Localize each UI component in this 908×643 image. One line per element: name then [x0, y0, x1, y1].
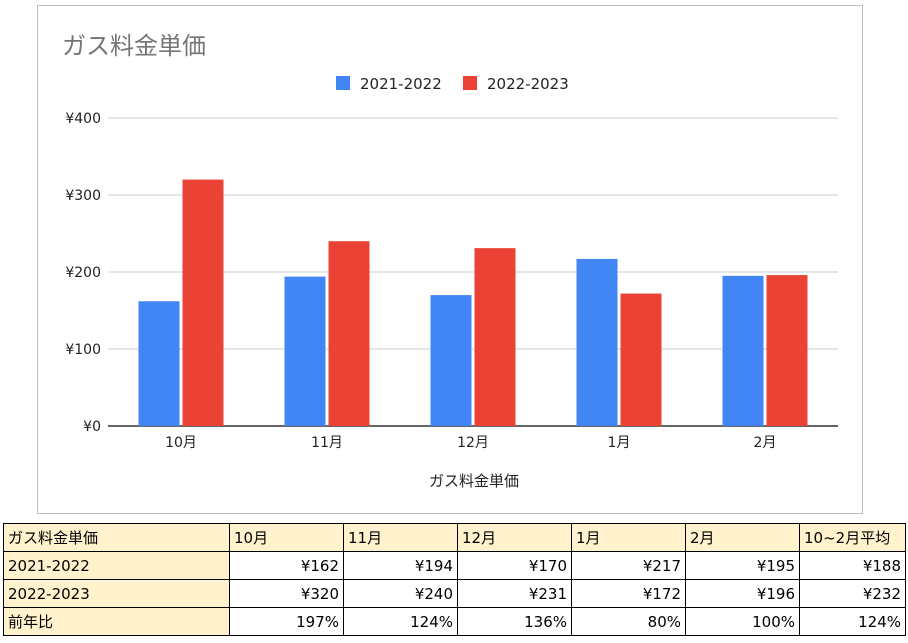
- table-header-cell: 12月: [457, 523, 572, 552]
- x-axis-title: ガス料金単価: [429, 472, 519, 490]
- table-cell: ¥195: [685, 551, 800, 580]
- y-tick-label: ¥400: [65, 111, 101, 127]
- gridlines: [108, 117, 838, 427]
- chart-legend: 2021-2022 2022-2023: [336, 75, 569, 93]
- table-row: 前年比 197% 124% 136% 80% 100% 124%: [3, 607, 906, 636]
- bar-series-1: [284, 276, 326, 426]
- bar-chart: ガス料金単価 2021-2022 2022-2023 ¥0 ¥100 ¥200 ¥30…: [62, 32, 838, 490]
- table-cell: ¥162: [229, 551, 344, 580]
- row-label: 前年比: [3, 607, 230, 636]
- bar-series-2: [182, 179, 224, 426]
- data-table: ガス料金単価 10月 11月 12月 1月 2月 10~2月平均 2021-20…: [3, 523, 906, 636]
- table-cell: ¥320: [229, 579, 344, 608]
- table-header-cell: ガス料金単価: [3, 523, 230, 552]
- table-cell: ¥194: [343, 551, 458, 580]
- bars: [138, 179, 808, 426]
- table-cell: ¥170: [457, 551, 572, 580]
- bar-series-1: [430, 295, 472, 426]
- legend-swatch-series-1: [336, 76, 350, 90]
- x-tick-label: 10月: [165, 435, 197, 451]
- table-header-cell: 1月: [571, 523, 686, 552]
- table-cell: 136%: [457, 607, 572, 636]
- table-cell: ¥231: [457, 579, 572, 608]
- x-tick-label: 11月: [311, 435, 343, 451]
- table-header-cell: 10月: [229, 523, 344, 552]
- bar-series-2: [766, 275, 808, 426]
- chart-container: ガス料金単価 2021-2022 2022-2023 ¥0 ¥100 ¥200 ¥30…: [37, 5, 863, 514]
- table-cell: ¥172: [571, 579, 686, 608]
- bar-series-2: [620, 293, 662, 426]
- bar-series-2: [474, 248, 516, 426]
- table-cell: ¥232: [799, 579, 906, 608]
- table-cell: 80%: [571, 607, 686, 636]
- table-cell: ¥217: [571, 551, 686, 580]
- chart-title: ガス料金単価: [62, 32, 206, 60]
- bar-series-2: [328, 241, 370, 426]
- table-header-cell: 2月: [685, 523, 800, 552]
- y-tick-label: ¥300: [65, 188, 101, 204]
- row-label: 2022-2023: [3, 579, 230, 608]
- legend-label-series-1: 2021-2022: [360, 75, 442, 93]
- table-cell: ¥196: [685, 579, 800, 608]
- y-tick-label: ¥100: [65, 342, 101, 358]
- y-axis-ticks: ¥0 ¥100 ¥200 ¥300 ¥400: [65, 111, 101, 435]
- x-tick-label: 2月: [754, 435, 777, 451]
- y-tick-label: ¥0: [83, 419, 101, 435]
- table-cell: 100%: [685, 607, 800, 636]
- table-cell: 124%: [799, 607, 906, 636]
- table-header-cell: 10~2月平均: [799, 523, 906, 552]
- bar-series-1: [576, 258, 618, 426]
- table-cell: ¥240: [343, 579, 458, 608]
- bar-series-1: [722, 275, 764, 426]
- legend-label-series-2: 2022-2023: [487, 75, 569, 93]
- legend-swatch-series-2: [463, 76, 477, 90]
- table-cell: ¥188: [799, 551, 906, 580]
- table-header-cell: 11月: [343, 523, 458, 552]
- table-row: 2022-2023 ¥320 ¥240 ¥231 ¥172 ¥196 ¥232: [3, 579, 906, 608]
- x-tick-label: 12月: [457, 435, 489, 451]
- table-row: 2021-2022 ¥162 ¥194 ¥170 ¥217 ¥195 ¥188: [3, 551, 906, 580]
- y-tick-label: ¥200: [65, 265, 101, 281]
- x-axis-ticks: 10月 11月 12月 1月 2月: [165, 435, 776, 451]
- table-header-row: ガス料金単価 10月 11月 12月 1月 2月 10~2月平均: [3, 523, 906, 552]
- row-label: 2021-2022: [3, 551, 230, 580]
- x-tick-label: 1月: [608, 435, 631, 451]
- table-cell: 124%: [343, 607, 458, 636]
- table-cell: 197%: [229, 607, 344, 636]
- bar-series-1: [138, 301, 180, 426]
